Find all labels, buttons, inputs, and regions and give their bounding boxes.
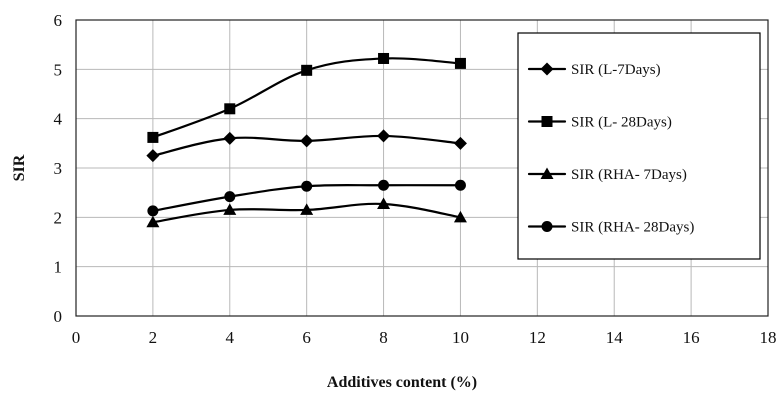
y-tick-label-5: 5	[54, 60, 63, 79]
x-tick-label-2: 4	[226, 328, 235, 347]
legend: SIR (L-7Days) SIR (L- 28Days) SIR (RHA- 7D…	[517, 32, 761, 260]
legend-marker-3	[541, 221, 553, 232]
legend-label-2: SIR (RHA- 7Days)	[571, 167, 687, 183]
legend-marker-0	[540, 62, 554, 76]
point-s1-3	[378, 52, 390, 64]
legend-box	[517, 32, 761, 260]
x-axis-label: Additives content (%)	[327, 374, 477, 391]
y-axis-label: SIR	[11, 154, 28, 181]
x-tick-label-3: 6	[302, 328, 311, 347]
series-1	[147, 52, 466, 143]
point-s1-1	[224, 103, 236, 115]
x-tick-label-4: 8	[379, 328, 388, 347]
legend-label-1: SIR (L- 28Days)	[571, 115, 672, 131]
x-tick-label-7: 14	[606, 328, 624, 347]
legend-label-0: SIR (L-7Days)	[571, 62, 661, 78]
series-2	[146, 197, 467, 228]
series	[146, 52, 467, 228]
point-s3-3	[378, 179, 390, 191]
x-tick-label-8: 16	[683, 328, 700, 347]
legend-label-3: SIR (RHA- 28Days)	[571, 220, 694, 236]
x-tick-label-0: 0	[72, 328, 81, 347]
point-s2-3	[377, 197, 391, 210]
legend-marker-1	[541, 116, 553, 127]
y-tick-label-0: 0	[54, 307, 63, 326]
point-s1-4	[454, 57, 466, 69]
point-s0-1	[223, 131, 237, 145]
series-3	[147, 179, 466, 217]
point-s0-4	[453, 136, 467, 150]
series-0	[146, 129, 467, 163]
legend-marker-2	[540, 167, 554, 179]
y-tick-label-4: 4	[54, 110, 63, 129]
y-tick-label-2: 2	[54, 208, 63, 227]
point-s0-3	[377, 129, 391, 143]
x-tick-label-1: 2	[149, 328, 158, 347]
point-s1-0	[147, 131, 159, 143]
point-s0-0	[146, 149, 160, 163]
point-s0-2	[300, 134, 314, 148]
point-s3-2	[301, 180, 313, 192]
y-tick-label-3: 3	[54, 159, 63, 178]
point-s3-0	[147, 205, 159, 217]
x-tick-label-6: 12	[529, 328, 546, 347]
point-s2-0	[146, 215, 160, 228]
point-s3-4	[454, 179, 466, 191]
point-s1-2	[301, 64, 313, 76]
y-tick-label-6: 6	[54, 11, 63, 30]
x-tick-label-5: 10	[452, 328, 469, 347]
point-s2-1	[223, 203, 237, 215]
point-s2-2	[300, 203, 314, 215]
plot-frame	[75, 19, 769, 317]
y-tick-label-1: 1	[54, 258, 63, 277]
x-tick-label-9: 18	[760, 328, 777, 347]
point-s2-4	[453, 210, 467, 223]
point-s3-1	[224, 191, 236, 203]
